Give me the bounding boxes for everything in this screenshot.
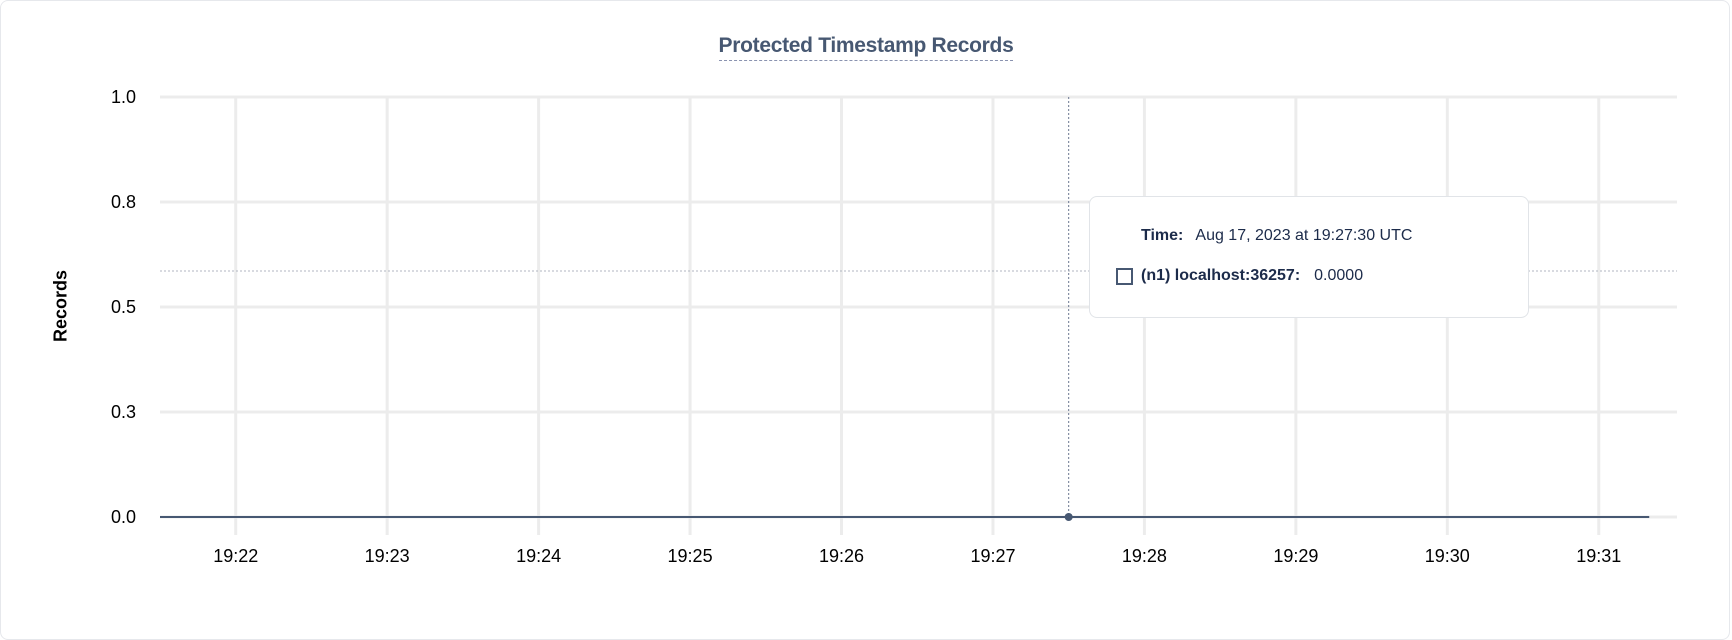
tooltip-series-row: (n1) localhost:36257: 0.0000 bbox=[1116, 267, 1363, 285]
series-swatch-icon bbox=[1116, 267, 1133, 285]
tooltip-time-label: Time: bbox=[1141, 227, 1184, 244]
chart-title[interactable]: Protected Timestamp Records bbox=[718, 34, 1014, 61]
x-tick-label: 19:29 bbox=[1273, 546, 1318, 566]
x-tick-label: 19:31 bbox=[1576, 546, 1621, 566]
y-tick-label: 0.3 bbox=[111, 402, 136, 422]
x-tick-label: 19:22 bbox=[213, 546, 258, 566]
tooltip-series-label: (n1) localhost:36257: bbox=[1141, 267, 1301, 284]
y-tick-label: 0.0 bbox=[111, 507, 136, 527]
x-tick-label: 19:26 bbox=[819, 546, 864, 566]
chart-title-wrap: Protected Timestamp Records bbox=[0, 34, 1732, 61]
tooltip-series-value: 0.0000 bbox=[1314, 267, 1364, 284]
x-tick-label: 19:23 bbox=[365, 546, 410, 566]
x-tick-label: 19:28 bbox=[1122, 546, 1167, 566]
tooltip-time-value: Aug 17, 2023 at 19:27:30 UTC bbox=[1195, 227, 1413, 244]
tooltip-time: Time: Aug 17, 2023 at 19:27:30 UTC bbox=[1141, 227, 1412, 245]
y-tick-label: 0.5 bbox=[111, 297, 136, 317]
hover-point bbox=[1064, 513, 1073, 521]
x-tick-label: 19:24 bbox=[516, 546, 561, 566]
x-tick-label: 19:25 bbox=[668, 546, 713, 566]
hover-tooltip: Time: Aug 17, 2023 at 19:27:30 UTC (n1) l… bbox=[1089, 196, 1529, 318]
x-tick-label: 19:27 bbox=[970, 546, 1015, 566]
x-tick-label: 19:30 bbox=[1425, 546, 1470, 566]
y-tick-label: 0.8 bbox=[111, 192, 136, 212]
y-tick-label: 1.0 bbox=[111, 87, 136, 107]
